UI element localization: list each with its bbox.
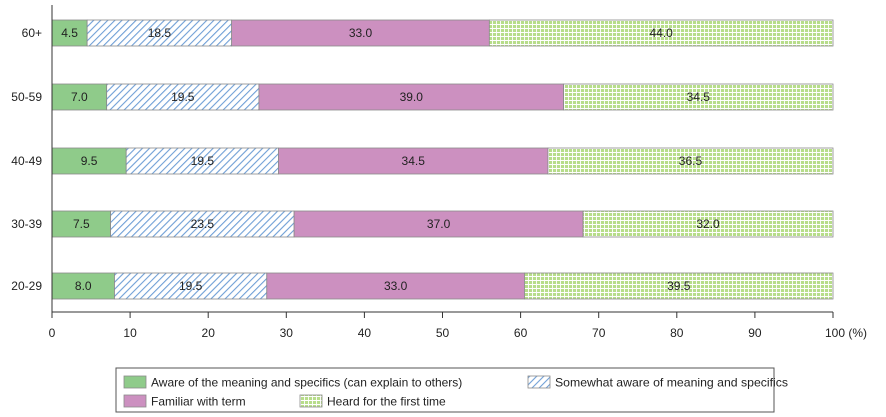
x-tick-label: 0 — [49, 326, 56, 340]
bar-segment-heard-for-the-first-time — [547, 147, 834, 175]
legend-box — [115, 367, 775, 413]
bar-value-label: 23.5 — [191, 217, 215, 231]
legend-label: Heard for the first time — [327, 395, 446, 409]
legend-swatch — [527, 375, 551, 389]
bar-value-label: 34.5 — [687, 90, 711, 104]
bar-value-label: 19.5 — [171, 90, 195, 104]
bar-value-label: 19.5 — [179, 279, 203, 293]
legend-swatch — [123, 394, 147, 408]
bar-segment-aware-of-the-meaning-and-speci — [51, 83, 108, 111]
bar-segment-heard-for-the-first-time — [488, 19, 834, 47]
bar-value-label: 9.5 — [81, 154, 98, 168]
legend-label: Aware of the meaning and specifics (can … — [151, 376, 462, 390]
category-label: 20-29 — [11, 279, 42, 293]
category-label: 60+ — [22, 26, 42, 40]
bar-value-label: 7.5 — [73, 217, 90, 231]
bar-segment-familiar-with-term — [266, 272, 525, 300]
legend-label: Familiar with term — [151, 395, 246, 409]
legend-swatch — [123, 375, 147, 389]
bar-value-label: 37.0 — [427, 217, 451, 231]
category-label: 50-59 — [11, 90, 42, 104]
bar-value-label: 36.5 — [679, 154, 703, 168]
x-tick-label: 10 — [123, 326, 137, 340]
labels-layer: 60+ 4.5 18.5 33.0 44.0 50-59 7.0 19.5 39.0 34.5 40… — [11, 26, 720, 293]
x-tick-label: 50 — [436, 326, 450, 340]
category-label: 30-39 — [11, 217, 42, 231]
bar-value-label: 19.5 — [191, 154, 215, 168]
category-label: 40-49 — [11, 154, 42, 168]
bars-layer — [51, 19, 834, 300]
bar-value-label: 33.0 — [384, 279, 408, 293]
bar-value-label: 39.0 — [400, 90, 424, 104]
legend-label: Somewhat aware of meaning and specifics — [555, 376, 788, 390]
bar-value-label: 8.0 — [75, 279, 92, 293]
x-tick-label: 70 — [592, 326, 606, 340]
bar-value-label: 34.5 — [402, 154, 426, 168]
bar-value-label: 7.0 — [71, 90, 88, 104]
bar-value-label: 4.5 — [61, 26, 78, 40]
bar-segment-somewhat-aware-of-meaning-and- — [125, 147, 279, 175]
bar-value-label: 18.5 — [148, 26, 172, 40]
legend-swatch — [299, 394, 323, 408]
bar-value-label: 39.5 — [667, 279, 691, 293]
bar-segment-familiar-with-term — [258, 83, 564, 111]
bar-segment-somewhat-aware-of-meaning-and- — [86, 19, 233, 47]
bar-segment-heard-for-the-first-time — [524, 272, 834, 300]
bar-segment-somewhat-aware-of-meaning-and- — [110, 210, 295, 238]
bar-segment-familiar-with-term — [231, 19, 490, 47]
x-tick-label: 60 — [514, 326, 528, 340]
x-tick-label: 100 (%) — [825, 326, 867, 340]
x-tick-label: 30 — [280, 326, 294, 340]
bar-value-label: 33.0 — [349, 26, 373, 40]
x-axis: 0 10 20 30 40 50 60 70 80 90 100 (%) — [49, 5, 867, 340]
bar-segment-heard-for-the-first-time — [582, 210, 834, 238]
bar-segment-heard-for-the-first-time — [563, 83, 834, 111]
bar-value-label: 32.0 — [696, 217, 720, 231]
bar-segment-somewhat-aware-of-meaning-and- — [106, 83, 260, 111]
legend: Aware of the meaning and specifics (can … — [115, 367, 788, 413]
x-tick-label: 20 — [202, 326, 216, 340]
bar-segment-somewhat-aware-of-meaning-and- — [114, 272, 268, 300]
x-tick-label: 40 — [358, 326, 372, 340]
x-tick-label: 90 — [748, 326, 762, 340]
bar-segment-aware-of-the-meaning-and-speci — [51, 210, 111, 238]
x-tick-label: 80 — [670, 326, 684, 340]
bar-value-label: 44.0 — [650, 26, 674, 40]
